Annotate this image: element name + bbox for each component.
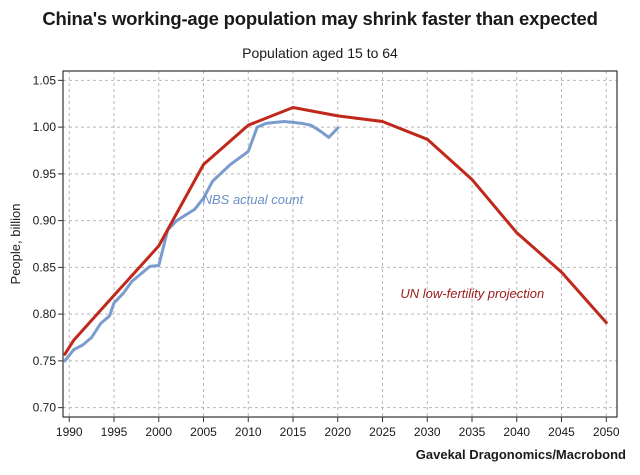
- x-tick-label: 2040: [503, 425, 530, 439]
- x-tick-label: 2000: [145, 425, 172, 439]
- y-tick-label: 0.80: [33, 307, 57, 321]
- x-tick-label: 2050: [593, 425, 620, 439]
- y-tick-label: 0.85: [33, 260, 57, 274]
- x-tick-label: 2045: [548, 425, 575, 439]
- x-tick-label: 2025: [369, 425, 396, 439]
- annotation-nbs-actual: NBS actual count: [203, 192, 305, 207]
- x-tick-label: 2035: [459, 425, 486, 439]
- x-tick-label: 1995: [101, 425, 128, 439]
- y-tick-label: 1.00: [33, 120, 57, 134]
- y-tick-label: 0.70: [33, 401, 57, 415]
- series-line-nbs-actual: [63, 120, 340, 363]
- y-tick-label: 0.75: [33, 354, 57, 368]
- y-axis-label: People, billion: [8, 204, 23, 285]
- annotation-un-projection: UN low-fertility projection: [400, 286, 544, 301]
- x-tick-label: 2005: [190, 425, 217, 439]
- series-line-un-projection: [63, 106, 608, 356]
- chart-title: China's working-age population may shrin…: [42, 8, 598, 29]
- y-tick-label: 0.90: [33, 214, 57, 228]
- x-tick-label: 2010: [235, 425, 262, 439]
- source-credit: Gavekal Dragonomics/Macrobond: [415, 447, 626, 462]
- x-tick-label: 2030: [414, 425, 441, 439]
- x-tick-label: 2015: [280, 425, 307, 439]
- chart-subtitle: Population aged 15 to 64: [242, 45, 398, 61]
- plot-frame: [62, 70, 618, 418]
- x-tick-label: 2020: [324, 425, 351, 439]
- x-tick-label: 1990: [56, 425, 83, 439]
- y-tick-label: 0.95: [33, 167, 57, 181]
- y-tick-label: 1.05: [33, 73, 57, 87]
